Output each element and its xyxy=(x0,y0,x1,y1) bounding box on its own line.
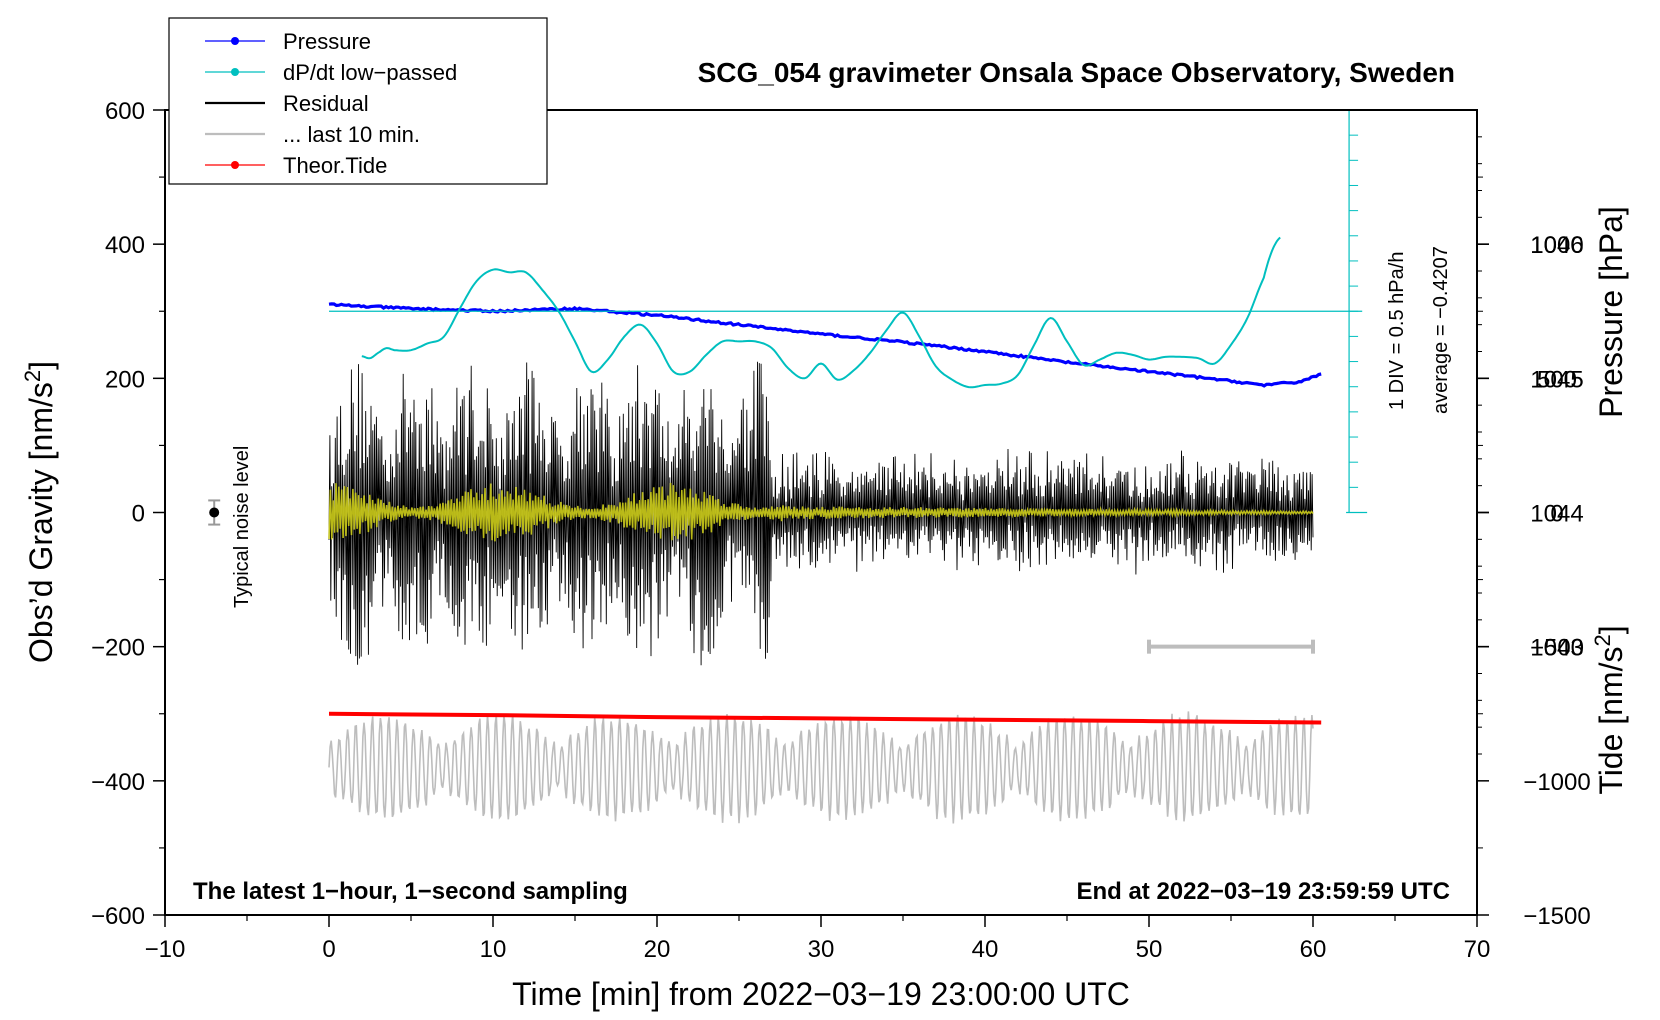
x-tick-label: 40 xyxy=(972,936,999,963)
legend-label: Theor.Tide xyxy=(283,153,387,178)
tide-tick-label: 1000 xyxy=(1530,232,1583,259)
legend-label: ... last 10 min. xyxy=(283,122,420,147)
last10-line xyxy=(328,711,1314,824)
tide-tick-label: 0 xyxy=(1550,501,1563,528)
y-tick-label: 400 xyxy=(105,232,145,259)
pressure-tick-label: 1046 xyxy=(1530,232,1583,259)
x-tick-label: 70 xyxy=(1464,936,1491,963)
y-tick-label: 0 xyxy=(132,501,145,528)
y-tick-label: −200 xyxy=(91,635,145,662)
y-axis-label-left: Obs’d Gravity [nm/s2] xyxy=(20,361,59,663)
legend-label: Residual xyxy=(283,91,369,116)
x-tick-label: −10 xyxy=(145,936,186,963)
y-tick-label: 600 xyxy=(105,98,145,125)
chart-title: SCG_054 gravimeter Onsala Space Observat… xyxy=(698,57,1455,88)
legend-swatch-marker xyxy=(231,161,239,169)
y-tick-label: 200 xyxy=(105,366,145,393)
noise-marker-dot xyxy=(209,507,220,518)
bottom-left-note: The latest 1−hour, 1−second sampling xyxy=(193,878,628,905)
x-tick-label: 20 xyxy=(644,936,671,963)
legend-swatch-marker xyxy=(231,68,239,76)
tide-tick-label: −1500 xyxy=(1523,903,1590,930)
bottom-right-note: End at 2022−03−19 23:59:59 UTC xyxy=(1076,878,1450,905)
x-axis-label: Time [min] from 2022−03−19 23:00:00 UTC xyxy=(512,976,1130,1012)
tide-tick-label: −1000 xyxy=(1523,769,1590,796)
legend-label: dP/dt low−passed xyxy=(283,60,457,85)
plot-frame xyxy=(164,109,1478,916)
dpdt-average-text: average = −0.4207 xyxy=(1430,246,1452,414)
dpdt-scale-text: 1 DIV = 0.5 hPa/h xyxy=(1386,252,1408,410)
y-tick-label: −600 xyxy=(91,903,145,930)
residual-line xyxy=(328,361,1314,666)
tide-line xyxy=(328,711,1322,725)
data-layer xyxy=(208,109,1368,824)
y-tick-label: −400 xyxy=(91,769,145,796)
pressure-tick-label: 1045 xyxy=(1530,366,1583,393)
legend-swatch-marker xyxy=(231,37,239,45)
pressure-tick-label: 1044 xyxy=(1530,501,1583,528)
legend-label: Pressure xyxy=(283,29,371,54)
pressure-line xyxy=(328,302,1322,388)
noise-level-label: Typical noise level xyxy=(231,446,253,608)
legend: Pressure dP/dt low−passed Residual ... last… xyxy=(168,17,548,185)
pressure-tick-label: 1043 xyxy=(1530,635,1583,662)
tide-tick-label: 500 xyxy=(1537,366,1577,393)
tide-tick-label: −500 xyxy=(1530,635,1584,662)
x-tick-label: 10 xyxy=(480,936,507,963)
legend-box xyxy=(168,17,548,185)
x-tick-label: 30 xyxy=(808,936,835,963)
y-axis-label-pressure: Pressure [hPa] xyxy=(1593,206,1629,418)
lowpass-line xyxy=(328,482,1314,542)
axes-layer: −10 0 10 20 30 40 50 60 70 600 400 200 0 −200 −400 −600… xyxy=(91,98,1591,963)
x-tick-label: 60 xyxy=(1300,936,1327,963)
x-tick-label: 0 xyxy=(322,936,335,963)
x-tick-label: 50 xyxy=(1136,936,1163,963)
dpdt-line xyxy=(361,236,1281,389)
y-axis-label-tide: Tide [nm/s2] xyxy=(1590,625,1629,794)
